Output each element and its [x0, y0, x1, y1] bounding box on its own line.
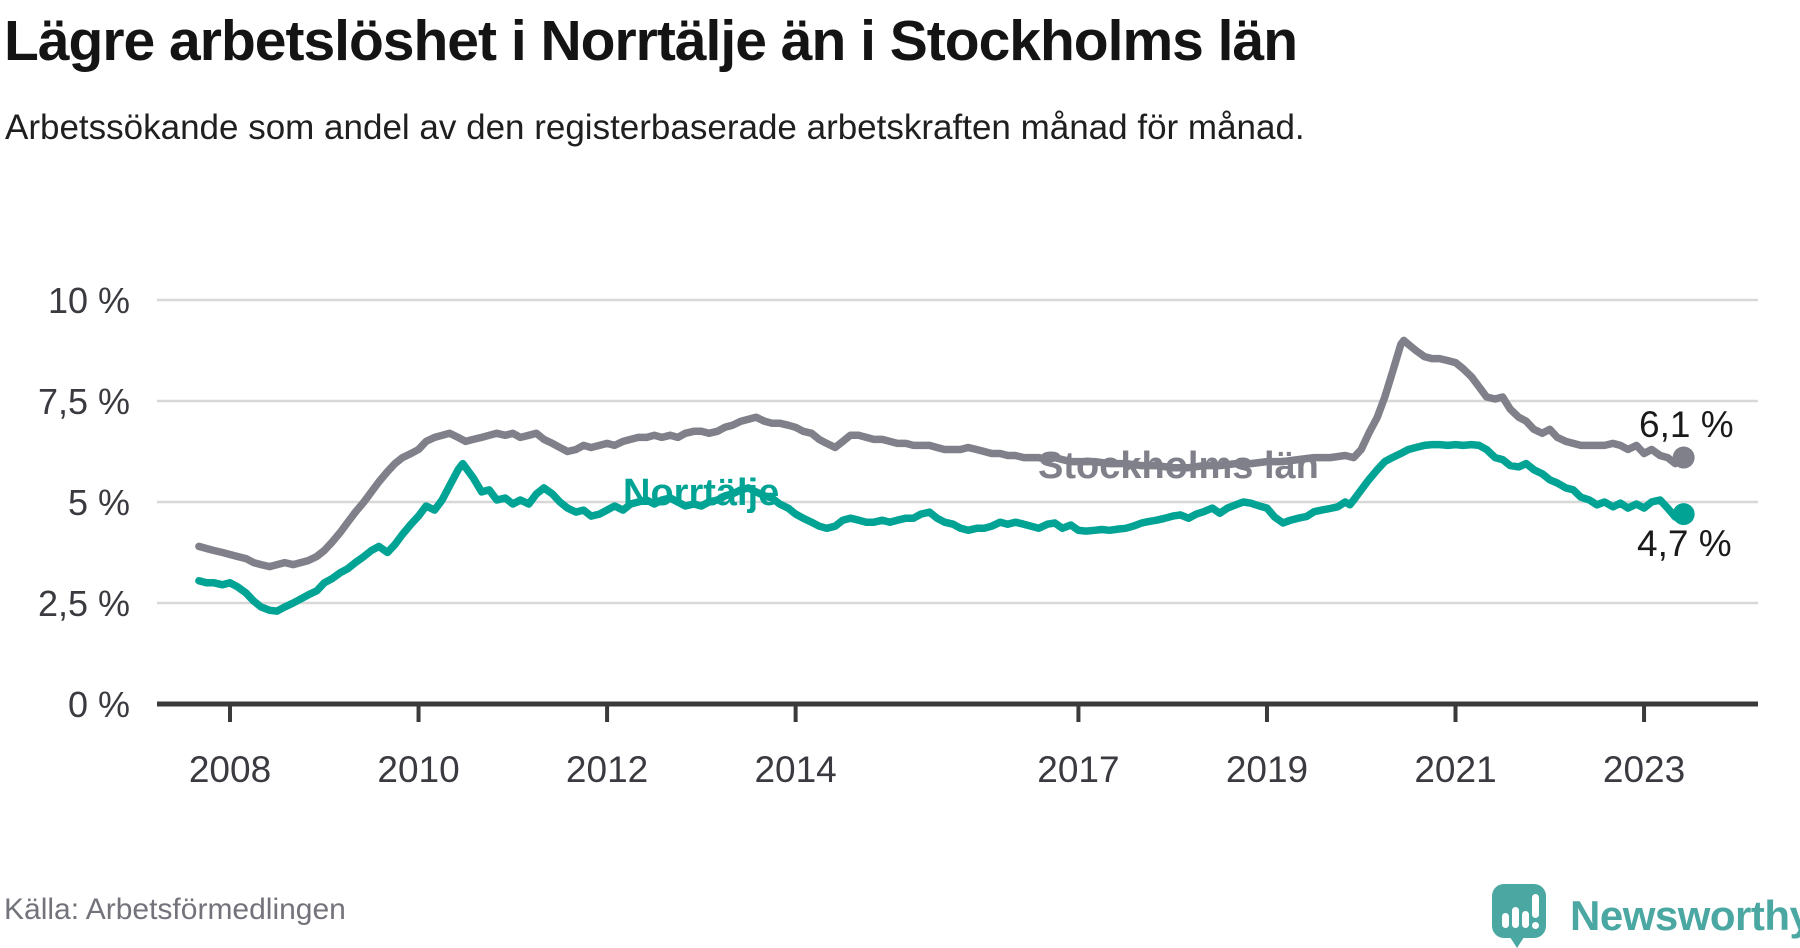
end-value-label-stockholms-l-n: 6,1 % [1639, 404, 1734, 445]
x-tick-label: 2014 [754, 749, 836, 790]
chart-subtitle: Arbetssökande som andel av den registerb… [5, 108, 1305, 147]
newsworthy-logo: Newsworthy [1490, 884, 1800, 948]
series-end-dot-stockholms-l-n [1672, 446, 1695, 469]
x-tick-label: 2023 [1603, 749, 1685, 790]
x-tick-label: 2012 [566, 749, 648, 790]
y-tick-label: 7,5 % [38, 381, 130, 422]
page-title: Lägre arbetslöshet i Norrtälje än i Stoc… [4, 9, 1298, 73]
y-tick-label: 2,5 % [38, 583, 130, 624]
y-tick-label: 10 % [48, 280, 130, 321]
end-value-label-norrt-lje: 4,7 % [1637, 523, 1732, 564]
series-label-stockholms-l-n: Stockholms län [1038, 445, 1319, 487]
series-end-dot-norrt-lje [1672, 503, 1695, 526]
series-line-stockholms-l-n [195, 336, 1688, 571]
x-tick-label: 2021 [1414, 749, 1496, 790]
y-tick-label: 0 % [68, 684, 130, 725]
x-tick-label: 2010 [377, 749, 459, 790]
x-tick-label: 2017 [1037, 749, 1119, 790]
x-tick-label: 2019 [1226, 749, 1308, 790]
newsworthy-wordmark: Newsworthy [1570, 892, 1800, 939]
series-line-norrt-lje [195, 440, 1688, 615]
source-note: Källa: Arbetsförmedlingen [4, 893, 346, 926]
series-label-norrt-lje: Norrtälje [623, 472, 779, 514]
newsworthy-chart-bubble-icon [1492, 884, 1546, 948]
y-tick-label: 5 % [68, 482, 130, 523]
x-tick-label: 2008 [189, 749, 271, 790]
